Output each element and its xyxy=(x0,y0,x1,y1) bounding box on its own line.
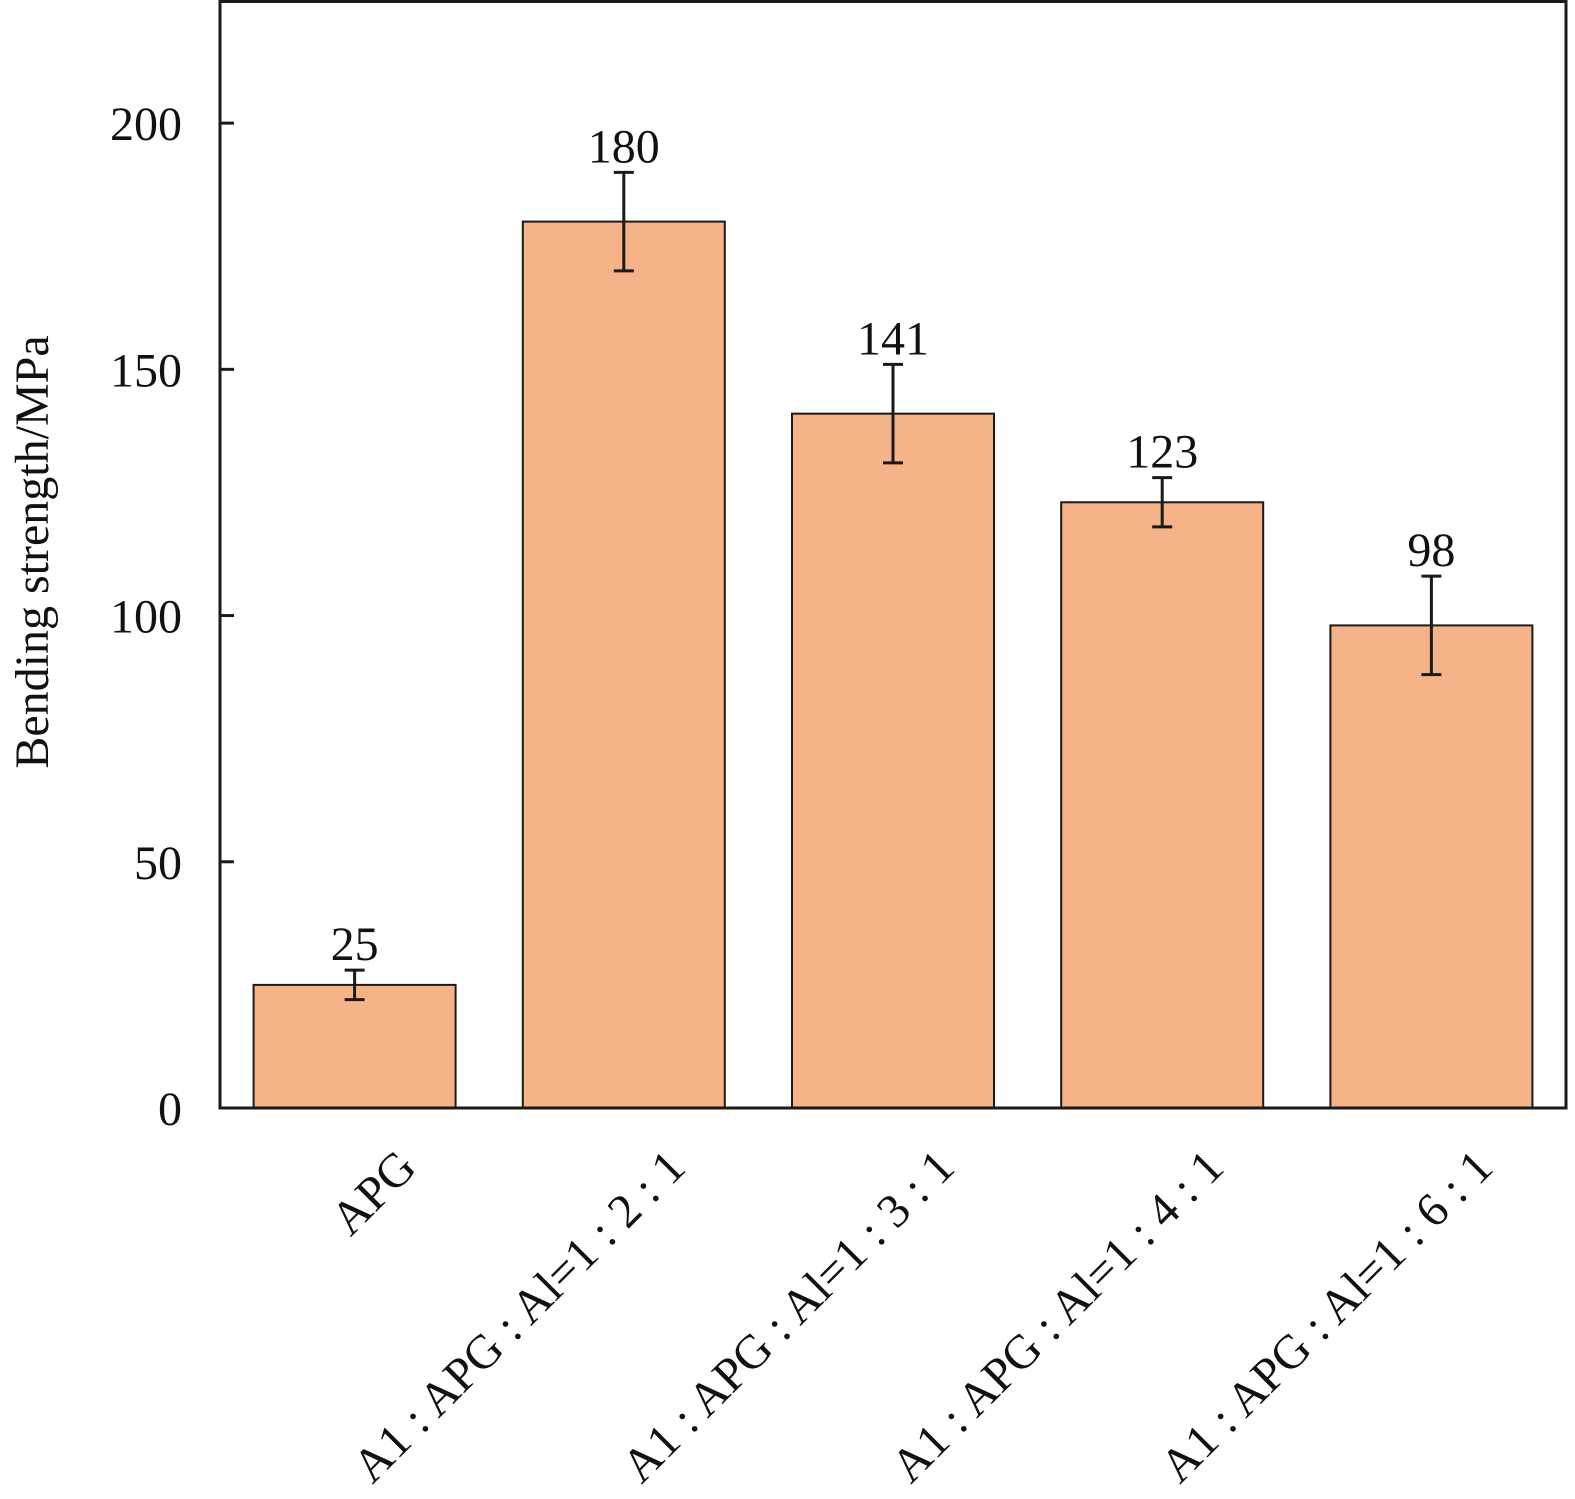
bar xyxy=(521,220,726,1110)
error-bar xyxy=(613,170,634,273)
y-axis-ticks: 0 50 100 150 200 xyxy=(110,98,234,1136)
bar xyxy=(252,983,457,1110)
error-bar xyxy=(344,968,365,1002)
plot-frame xyxy=(218,0,1568,1110)
y-tick-label: 150 xyxy=(110,344,182,397)
data-label: 141 xyxy=(857,312,929,365)
y-tick-label: 0 xyxy=(158,1083,182,1136)
y-axis-title: Bending strength/MPa xyxy=(6,335,59,768)
bar xyxy=(791,412,995,1109)
error-bar xyxy=(883,362,903,465)
data-label: 98 xyxy=(1407,524,1455,577)
bar xyxy=(1060,501,1265,1109)
x-category-label: APG xyxy=(321,1140,426,1245)
data-label: 25 xyxy=(331,918,379,971)
y-tick-label: 200 xyxy=(110,98,182,151)
error-bar xyxy=(1152,476,1173,529)
y-tick-label: 50 xyxy=(134,837,182,890)
data-label: 180 xyxy=(588,120,660,173)
bar xyxy=(1329,624,1534,1109)
data-labels-layer: 25 180 141 123 98 xyxy=(331,120,1456,971)
data-label: 123 xyxy=(1126,426,1198,479)
y-tick-label: 100 xyxy=(110,591,182,644)
error-bar xyxy=(1421,574,1442,677)
error-bars-layer xyxy=(344,170,1442,1002)
